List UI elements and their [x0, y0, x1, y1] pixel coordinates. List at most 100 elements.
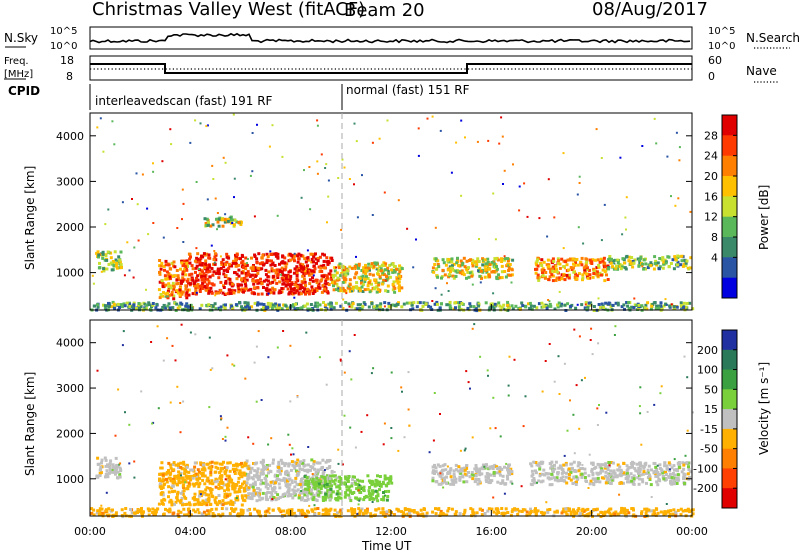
heatmap-cell — [484, 262, 488, 266]
heatmap-cell — [564, 463, 568, 467]
heatmap-cell — [663, 258, 667, 262]
heatmap-cell — [217, 270, 221, 274]
heatmap-cell — [185, 291, 189, 295]
heatmap-cell — [210, 494, 214, 498]
heatmap-cell — [227, 262, 231, 266]
heatmap-cell — [621, 481, 625, 485]
heatmap-cell — [585, 272, 589, 276]
heatmap-cell — [672, 508, 676, 512]
heatmap-cell — [316, 259, 320, 263]
heatmap-cell — [306, 463, 310, 467]
heatmap-cell — [361, 283, 365, 287]
heatmap-cell — [216, 220, 220, 224]
heatmap-cell — [221, 438, 224, 440]
heatmap-cell — [277, 291, 281, 295]
heatmap-cell — [230, 507, 233, 511]
heatmap-cell — [370, 372, 373, 375]
heatmap-cell — [283, 256, 287, 260]
heatmap-cell — [107, 208, 110, 211]
heatmap-cell — [217, 267, 221, 271]
heatmap-cell — [485, 480, 489, 483]
heatmap-cell — [656, 475, 660, 478]
heatmap-cell — [167, 490, 171, 494]
heatmap-cell — [314, 279, 318, 283]
heatmap-cell — [106, 475, 110, 479]
heatmap-cell — [254, 492, 257, 496]
heatmap-cell — [497, 511, 500, 514]
heatmap-cell — [118, 258, 122, 262]
heatmap-cell — [400, 305, 404, 309]
heatmap-cell — [663, 464, 667, 468]
heatmap-cell — [659, 392, 662, 395]
heatmap-cell — [642, 267, 646, 271]
heatmap-cell — [154, 510, 158, 514]
heatmap-cell — [382, 278, 386, 282]
heatmap-cell — [239, 508, 243, 512]
heatmap-cell — [372, 367, 375, 370]
heatmap-cell — [220, 218, 224, 222]
heatmap-cell — [600, 157, 603, 159]
heatmap-cell — [268, 288, 272, 292]
heatmap-cell — [589, 339, 592, 341]
heatmap-cell — [466, 270, 470, 274]
heatmap-cell — [133, 246, 136, 249]
heatmap-cell — [284, 278, 288, 282]
heatmap-cell — [555, 476, 559, 480]
heatmap-cell — [378, 483, 382, 486]
heatmap-cell — [267, 507, 271, 511]
heatmap-cell — [499, 435, 502, 438]
heatmap-cell — [251, 482, 255, 486]
heatmap-cell — [297, 257, 301, 261]
heatmap-cell — [547, 264, 551, 268]
heatmap-cell — [193, 498, 197, 502]
heatmap-cell — [379, 302, 383, 306]
heatmap-cell — [339, 289, 343, 293]
heatmap-cell — [220, 462, 224, 466]
heatmap-cell — [274, 252, 278, 256]
heatmap-cell — [159, 293, 163, 296]
heatmap-cell — [637, 473, 641, 477]
heatmap-cell — [673, 473, 677, 477]
heatmap-cell — [116, 476, 119, 480]
heatmap-cell — [445, 513, 449, 517]
heatmap-cell — [573, 452, 576, 455]
heatmap-cell — [175, 482, 179, 486]
heatmap-cell — [159, 486, 162, 489]
heatmap-cell — [595, 270, 599, 274]
heatmap-cell — [565, 481, 569, 485]
heatmap-cell — [458, 469, 462, 473]
heatmap-cell — [208, 461, 212, 465]
heatmap-cell — [214, 307, 218, 311]
heatmap-cell — [566, 429, 569, 432]
heatmap-cell — [552, 270, 556, 273]
heatmap-cell — [655, 304, 659, 308]
heatmap-cell — [339, 477, 343, 480]
heatmap-cell — [200, 503, 204, 506]
heatmap-cell — [307, 479, 311, 483]
velocity-cells — [90, 323, 695, 519]
heatmap-cell — [147, 303, 151, 306]
heatmap-cell — [202, 277, 206, 281]
heatmap-cell — [310, 488, 313, 492]
heatmap-cell — [324, 512, 328, 516]
heatmap-cell — [171, 463, 175, 466]
heatmap-cell — [113, 470, 116, 474]
heatmap-cell — [590, 469, 594, 473]
heatmap-cell — [446, 465, 449, 468]
heatmap-cell — [173, 301, 177, 305]
heatmap-cell — [184, 273, 188, 277]
heatmap-cell — [337, 485, 341, 488]
heatmap-cell — [146, 507, 150, 511]
heatmap-cell — [203, 493, 206, 496]
heatmap-cell — [523, 508, 527, 512]
heatmap-cell — [291, 447, 294, 450]
heatmap-cell — [319, 264, 323, 268]
heatmap-cell — [299, 480, 303, 483]
heatmap-cell — [316, 304, 319, 308]
heatmap-cell — [247, 486, 251, 490]
heatmap-cell — [356, 216, 359, 219]
heatmap-cell — [321, 252, 325, 256]
heatmap-cell — [551, 279, 555, 283]
heatmap-cell — [481, 467, 485, 471]
heatmap-cell — [259, 262, 262, 266]
